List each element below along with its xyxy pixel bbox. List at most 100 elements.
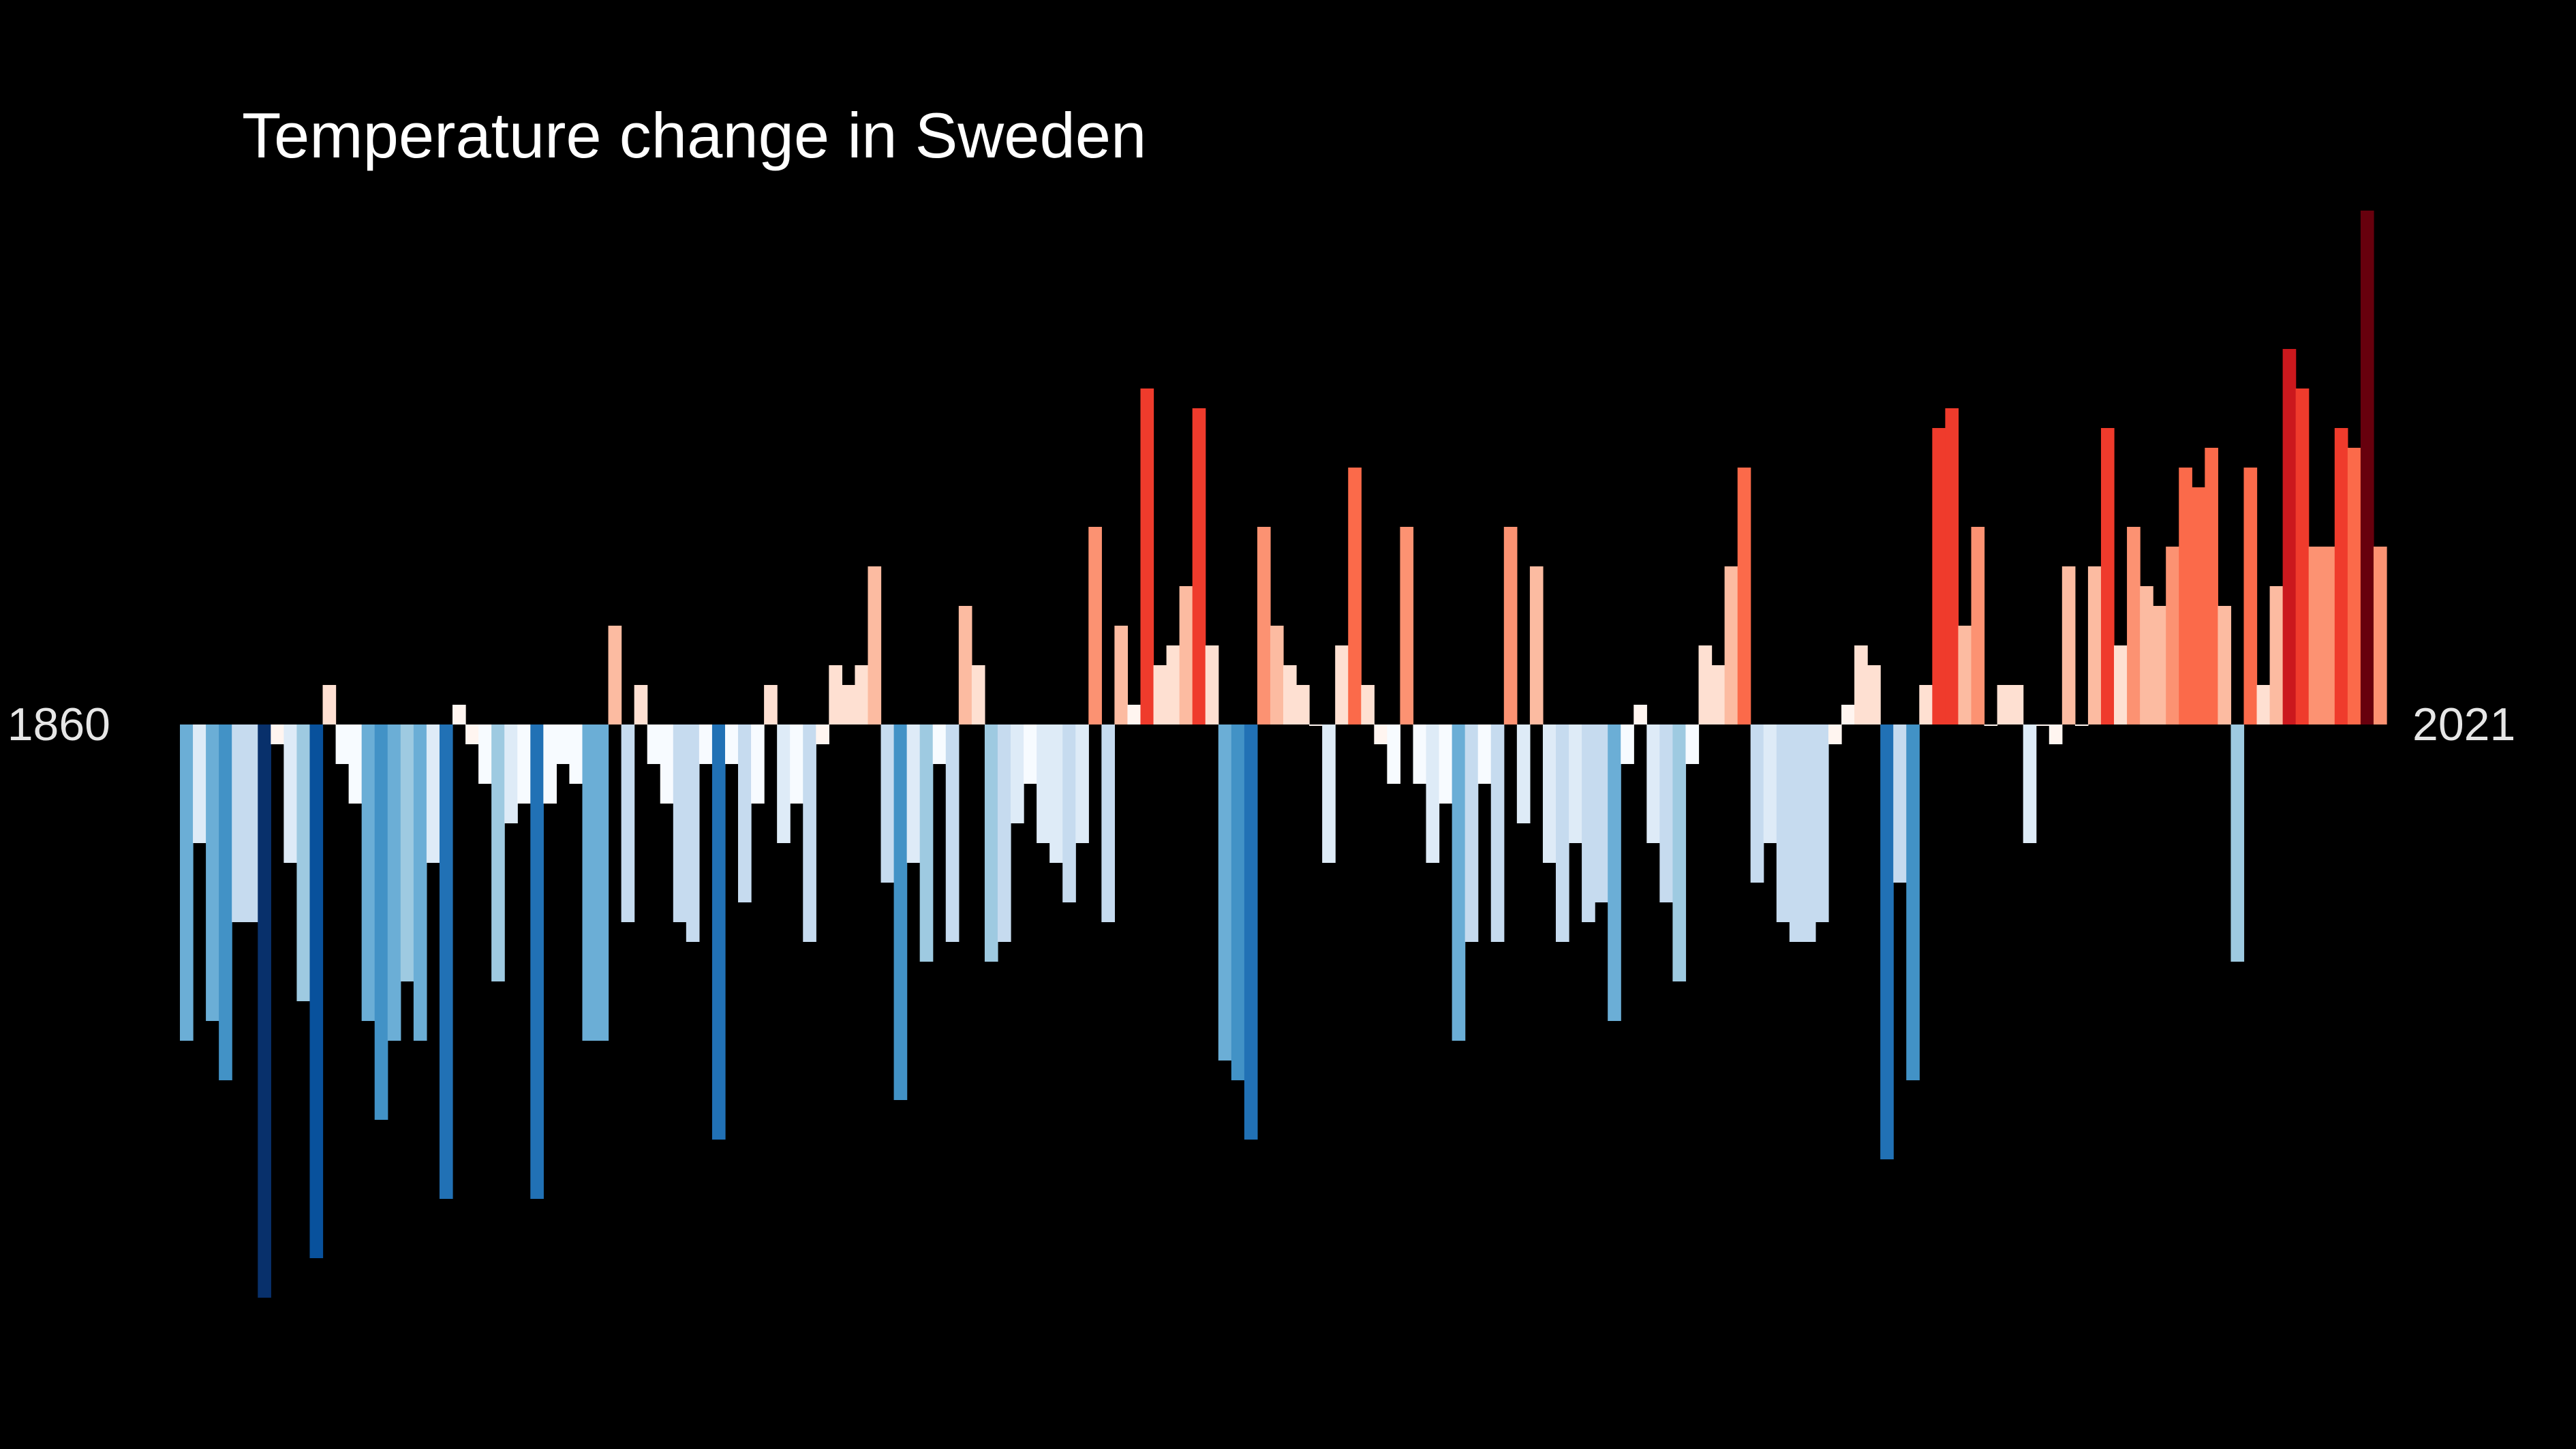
bar-1997 bbox=[1958, 626, 1972, 724]
bar-1952 bbox=[1374, 724, 1387, 744]
bar-1949 bbox=[1335, 645, 1349, 724]
bar-1994 bbox=[1919, 685, 1933, 724]
bar-1957 bbox=[1439, 724, 1453, 804]
bar-1947 bbox=[1309, 724, 1323, 726]
bar-1894 bbox=[621, 724, 635, 922]
bar-1860 bbox=[180, 724, 194, 1041]
bar-1861 bbox=[193, 724, 206, 843]
bar-1866 bbox=[258, 724, 271, 1298]
bar-1970 bbox=[1608, 724, 1621, 1021]
bar-1986 bbox=[1815, 724, 1829, 922]
bar-1892 bbox=[595, 724, 609, 1041]
bar-1865 bbox=[245, 724, 258, 922]
bar-2028 bbox=[2360, 211, 2374, 724]
bar-1918 bbox=[932, 724, 947, 764]
bar-1909 bbox=[816, 724, 829, 744]
bar-1985 bbox=[1802, 724, 1816, 942]
bar-1901 bbox=[711, 724, 726, 1140]
bar-1915 bbox=[893, 724, 908, 1100]
bar-1887 bbox=[530, 724, 544, 1199]
bar-2008 bbox=[2100, 428, 2115, 724]
bar-1944 bbox=[1270, 626, 1284, 724]
bar-1948 bbox=[1322, 724, 1336, 863]
bar-1981 bbox=[1750, 724, 1764, 883]
bar-1890 bbox=[569, 724, 583, 784]
bar-1976 bbox=[1685, 724, 1700, 764]
bar-1995 bbox=[1932, 428, 1946, 724]
bar-1933 bbox=[1127, 705, 1141, 724]
bar-1992 bbox=[1893, 724, 1907, 883]
bar-2024 bbox=[2308, 547, 2322, 724]
bar-1989 bbox=[1854, 645, 1868, 724]
bar-1924 bbox=[1011, 724, 1024, 823]
bar-2011 bbox=[2140, 586, 2153, 724]
bar-1937 bbox=[1179, 586, 1193, 724]
bar-2017 bbox=[2218, 606, 2232, 724]
bar-1907 bbox=[790, 724, 803, 804]
bar-1951 bbox=[1361, 685, 1375, 724]
bar-1911 bbox=[842, 685, 856, 724]
bar-1998 bbox=[1971, 527, 1985, 724]
bar-1897 bbox=[660, 724, 674, 804]
bar-2021 bbox=[2269, 586, 2284, 724]
bar-1960 bbox=[1477, 724, 1492, 784]
bar-1965 bbox=[1542, 724, 1557, 863]
bar-2009 bbox=[2114, 645, 2128, 724]
bar-1934 bbox=[1140, 388, 1154, 724]
bar-1971 bbox=[1621, 724, 1634, 764]
bar-1867 bbox=[271, 724, 284, 744]
bar-1975 bbox=[1672, 724, 1687, 981]
bar-1926 bbox=[1037, 724, 1050, 843]
bar-1991 bbox=[1880, 724, 1894, 1159]
bar-1902 bbox=[724, 724, 739, 764]
start-year-label: 1860 bbox=[7, 699, 110, 750]
bar-1910 bbox=[829, 665, 842, 724]
bar-1999 bbox=[1984, 724, 1998, 726]
bar-1931 bbox=[1101, 724, 1115, 922]
bar-2005 bbox=[2061, 566, 2076, 724]
bar-1979 bbox=[1724, 566, 1738, 724]
bar-1919 bbox=[945, 724, 960, 942]
bar-1950 bbox=[1348, 468, 1362, 724]
bar-1930 bbox=[1088, 527, 1102, 724]
bar-1873 bbox=[348, 724, 363, 804]
bar-1869 bbox=[296, 724, 311, 1001]
bar-2026 bbox=[2334, 428, 2348, 724]
bar-1923 bbox=[997, 724, 1011, 942]
bar-2019 bbox=[2243, 468, 2258, 724]
bar-1935 bbox=[1153, 665, 1167, 724]
bar-1990 bbox=[1867, 665, 1881, 724]
bar-2003 bbox=[2036, 724, 2050, 726]
bar-2012 bbox=[2153, 606, 2166, 724]
bar-1982 bbox=[1763, 724, 1777, 843]
bar-1940 bbox=[1218, 724, 1232, 1061]
bar-2020 bbox=[2256, 685, 2271, 724]
bar-1988 bbox=[1841, 705, 1855, 724]
bar-1972 bbox=[1634, 705, 1647, 724]
bar-2002 bbox=[2023, 724, 2037, 843]
bar-2004 bbox=[2049, 724, 2063, 744]
bar-1953 bbox=[1387, 724, 1401, 784]
bar-2013 bbox=[2166, 547, 2179, 724]
bar-1959 bbox=[1465, 724, 1479, 942]
bar-1964 bbox=[1529, 566, 1544, 724]
bar-1893 bbox=[608, 626, 622, 724]
bar-group bbox=[180, 211, 2387, 1298]
bar-1968 bbox=[1582, 724, 1595, 922]
bar-1883 bbox=[478, 724, 492, 784]
bar-1974 bbox=[1659, 724, 1674, 902]
bar-1863 bbox=[219, 724, 232, 1080]
bar-1954 bbox=[1400, 527, 1414, 724]
bar-1872 bbox=[335, 724, 350, 764]
bar-1881 bbox=[452, 705, 466, 724]
bar-1963 bbox=[1516, 724, 1531, 823]
bar-1871 bbox=[322, 685, 337, 724]
bar-1980 bbox=[1737, 468, 1751, 724]
bar-1925 bbox=[1024, 724, 1037, 784]
bar-1996 bbox=[1945, 408, 1959, 724]
bar-1945 bbox=[1283, 665, 1297, 724]
bar-1874 bbox=[361, 724, 375, 1021]
bar-1895 bbox=[634, 685, 648, 724]
